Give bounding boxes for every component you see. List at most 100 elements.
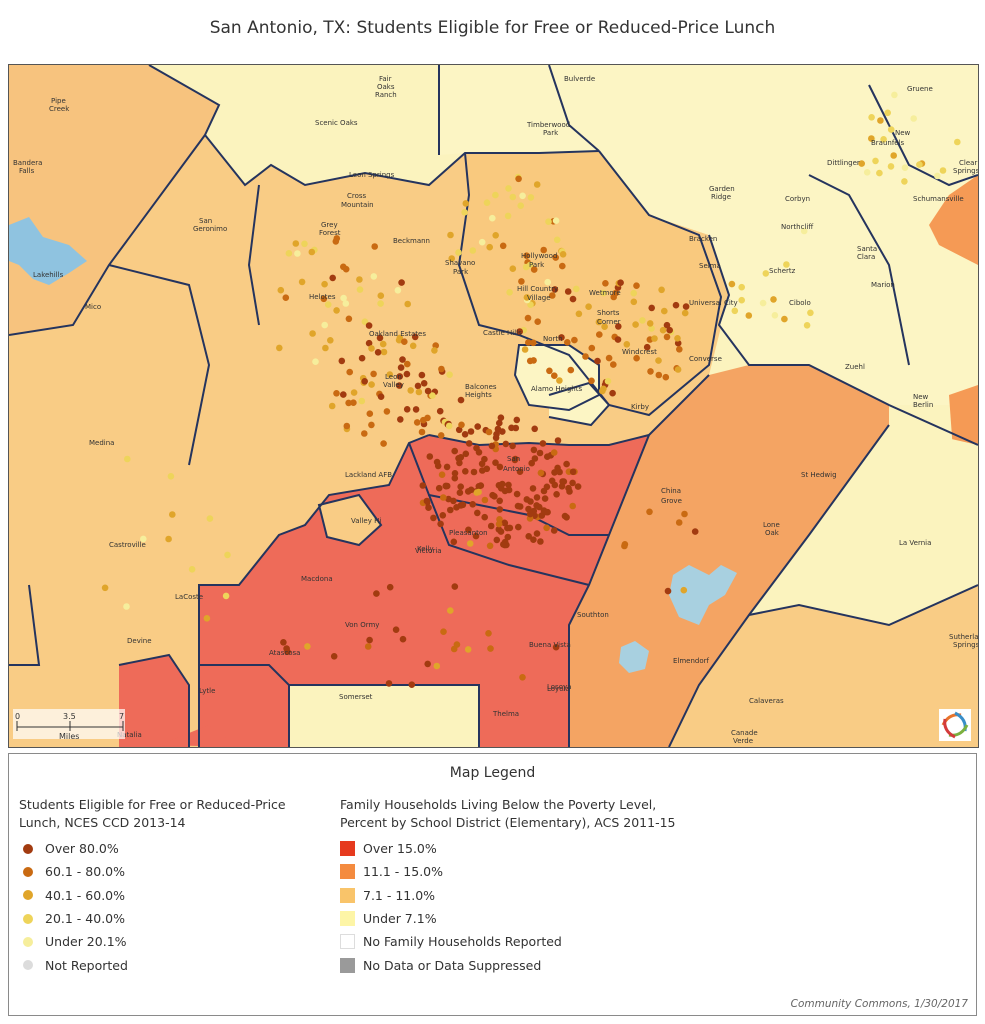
school-point[interactable] [330, 653, 338, 660]
school-point[interactable] [401, 338, 408, 346]
school-point[interactable] [901, 164, 909, 171]
school-point[interactable] [380, 348, 388, 356]
school-point[interactable] [519, 192, 526, 200]
school-point[interactable] [529, 485, 537, 492]
school-point[interactable] [508, 424, 515, 432]
school-point[interactable] [868, 114, 875, 121]
school-point[interactable] [527, 194, 535, 201]
school-point[interactable] [646, 320, 654, 327]
school-point[interactable] [614, 336, 622, 343]
school-point[interactable] [596, 331, 603, 338]
school-point[interactable] [759, 299, 767, 307]
school-point[interactable] [647, 368, 654, 375]
school-point[interactable] [481, 496, 489, 504]
school-point[interactable] [424, 387, 432, 395]
school-point[interactable] [807, 309, 814, 317]
school-point[interactable] [731, 307, 739, 315]
school-point[interactable] [443, 463, 451, 471]
school-point[interactable] [429, 392, 436, 399]
school-point[interactable] [465, 526, 472, 534]
school-point[interactable] [530, 266, 538, 273]
school-point[interactable] [474, 423, 482, 430]
school-point[interactable] [451, 474, 459, 482]
school-point[interactable] [446, 371, 453, 379]
school-point[interactable] [376, 334, 384, 342]
school-point[interactable] [582, 353, 589, 360]
school-point[interactable] [169, 511, 176, 518]
school-point[interactable] [674, 366, 682, 373]
school-point[interactable] [554, 437, 562, 444]
school-point[interactable] [124, 455, 131, 463]
school-point[interactable] [394, 287, 402, 294]
school-point[interactable] [320, 295, 328, 303]
school-point[interactable] [419, 482, 427, 489]
school-point[interactable] [549, 292, 556, 299]
school-point[interactable] [681, 510, 688, 518]
school-point[interactable] [403, 406, 411, 413]
school-point[interactable] [486, 542, 494, 550]
school-point[interactable] [414, 382, 422, 390]
school-point[interactable] [324, 301, 332, 308]
school-point[interactable] [430, 514, 437, 522]
school-point[interactable] [455, 426, 463, 434]
school-point[interactable] [615, 323, 622, 330]
school-point[interactable] [365, 339, 373, 347]
school-point[interactable] [361, 318, 369, 325]
school-point[interactable] [493, 536, 501, 544]
school-point[interactable] [308, 248, 316, 256]
school-point[interactable] [448, 255, 456, 262]
school-point[interactable] [368, 345, 375, 352]
school-point[interactable] [781, 315, 788, 323]
school-point[interactable] [404, 300, 412, 308]
school-point[interactable] [496, 419, 503, 427]
school-point[interactable] [674, 335, 681, 342]
school-point[interactable] [361, 378, 369, 385]
school-point[interactable] [464, 488, 472, 495]
school-point[interactable] [500, 541, 507, 548]
school-point[interactable] [451, 470, 459, 477]
school-point[interactable] [533, 494, 541, 501]
school-point[interactable] [450, 497, 457, 505]
school-point[interactable] [377, 300, 384, 307]
school-point[interactable] [633, 282, 640, 289]
school-point[interactable] [285, 250, 293, 257]
school-point[interactable] [666, 326, 673, 334]
school-point[interactable] [512, 455, 519, 463]
school-point[interactable] [123, 603, 130, 610]
school-point[interactable] [559, 251, 567, 258]
school-point[interactable] [648, 304, 655, 312]
school-point[interactable] [457, 483, 465, 491]
school-point[interactable] [438, 365, 445, 373]
school-point[interactable] [462, 200, 470, 207]
school-point[interactable] [411, 333, 419, 341]
school-point[interactable] [450, 538, 458, 546]
school-point[interactable] [518, 278, 525, 285]
school-point[interactable] [521, 346, 529, 353]
school-point[interactable] [458, 421, 465, 429]
school-point[interactable] [361, 430, 368, 437]
school-point[interactable] [517, 202, 524, 209]
school-point[interactable] [456, 489, 464, 497]
school-point[interactable] [206, 515, 214, 522]
school-point[interactable] [630, 298, 638, 306]
school-point[interactable] [659, 326, 667, 334]
school-point[interactable] [165, 535, 172, 543]
school-point[interactable] [569, 295, 577, 303]
school-point[interactable] [639, 317, 646, 324]
school-point[interactable] [525, 339, 532, 346]
school-point[interactable] [397, 364, 405, 371]
school-point[interactable] [676, 346, 683, 353]
school-point[interactable] [569, 502, 576, 510]
school-point[interactable] [399, 356, 406, 363]
school-point[interactable] [680, 586, 688, 594]
school-point[interactable] [558, 334, 565, 341]
school-point[interactable] [433, 662, 441, 670]
school-point[interactable] [504, 212, 512, 220]
school-point[interactable] [409, 342, 417, 350]
school-point[interactable] [551, 481, 559, 489]
school-point[interactable] [605, 354, 613, 362]
school-point[interactable] [522, 263, 530, 271]
school-point[interactable] [222, 592, 230, 600]
school-point[interactable] [450, 645, 458, 653]
school-point[interactable] [496, 516, 503, 523]
